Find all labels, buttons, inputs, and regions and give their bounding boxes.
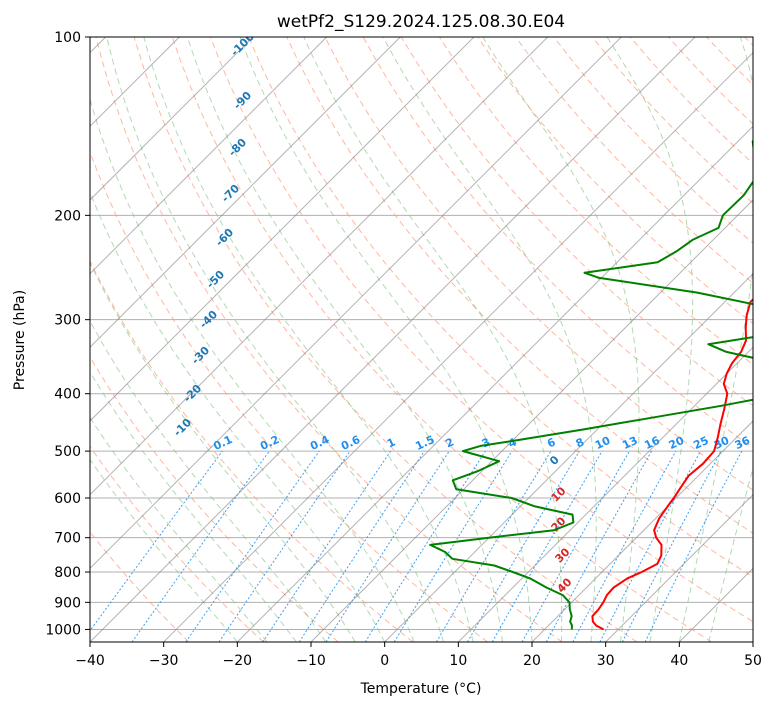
isotherm (310, 199, 753, 642)
x-tick-label: −40 (75, 653, 105, 669)
mixing-ratio-line (90, 450, 223, 632)
dry-adiabat (210, 37, 753, 623)
isotherm (236, 125, 753, 642)
y-axis: 100 200 300 400 500 600 700 800 900 1000 (45, 30, 90, 638)
isotherm (90, 37, 401, 349)
moist-adiabat (90, 370, 297, 642)
moist-adiabat (90, 416, 268, 642)
chart-title: wetPf2_S129.2024.125.08.30.E04 (277, 12, 565, 32)
isobar-grid (90, 37, 753, 630)
moist-adiabat (90, 320, 327, 642)
x-tick-label: −20 (223, 653, 253, 669)
y-tick-label: 300 (54, 313, 81, 329)
dry-adiabat (90, 356, 339, 642)
y-tick-label: 600 (54, 491, 81, 507)
mixing-ratio-label: 10 (593, 434, 613, 452)
y-tick-label: 700 (54, 531, 81, 547)
dry-adiabat (171, 37, 712, 642)
plot-background (90, 37, 753, 642)
x-tick-label: 0 (380, 653, 389, 669)
mixing-ratio-line (621, 450, 722, 642)
x-axis-label: Temperature (°C) (360, 681, 482, 697)
moist-adiabat (303, 37, 563, 642)
moist-adiabats (90, 37, 753, 642)
mixing-ratio-label: 20 (667, 434, 687, 452)
x-tick-label: 20 (523, 653, 541, 669)
moist-adiabat (239, 37, 533, 642)
mixing-ratio-label: 16 (642, 434, 662, 452)
y-tick-label: 200 (54, 208, 81, 224)
isotherm (605, 493, 753, 642)
mixing-ratio-label: 25 (691, 434, 710, 452)
isotherm (457, 346, 753, 642)
isotherm (90, 37, 549, 496)
moist-adiabat (382, 37, 597, 642)
dry-adiabat (286, 37, 753, 534)
isotherm (90, 37, 328, 275)
isotherm (90, 37, 696, 642)
mixing-ratio-line (185, 450, 320, 642)
mixing-ratio-line (545, 450, 653, 642)
y-axis-label: Pressure (hPa) (12, 290, 28, 390)
dewpoint-profile-line (429, 139, 753, 630)
y-tick-label: 1000 (45, 622, 81, 638)
dry-adiabat (515, 37, 753, 284)
x-tick-label: 50 (744, 653, 762, 669)
series-layer (429, 139, 753, 631)
dry-adiabat (324, 37, 753, 491)
isotherm (531, 420, 753, 642)
moist-adiabat (90, 190, 386, 642)
isotherm (90, 37, 475, 422)
mixing-ratio-line (521, 450, 630, 642)
moist-adiabat (106, 37, 445, 642)
isotherm (384, 272, 753, 642)
moist-adiabat (90, 261, 356, 642)
moist-adiabat (678, 37, 753, 642)
dry-adiabat (95, 37, 563, 642)
mixing-ratio-label: 36 (733, 434, 753, 452)
isotherm (163, 51, 753, 642)
mixing-ratio-line (298, 450, 425, 642)
isotherm (90, 37, 254, 201)
mixing-ratio-line (262, 450, 392, 642)
x-axis: −40 −30 −20 −10 0 10 20 30 40 50 (75, 642, 762, 669)
temperature-profile-line (591, 298, 753, 631)
mixing-ratio-line (325, 450, 450, 642)
x-tick-label: −30 (149, 653, 179, 669)
plot-area: -100-90-80-70-60-50-40-30-20-10010203040… (90, 37, 753, 642)
y-tick-label: 100 (54, 30, 81, 46)
moist-adiabat (708, 465, 753, 642)
moist-adiabat (143, 37, 474, 642)
y-tick-label: 900 (54, 595, 81, 611)
plot-frame (89, 36, 754, 643)
isotherm (752, 641, 753, 642)
mixing-ratio-line (644, 450, 743, 642)
dry-adiabats (90, 37, 753, 642)
mixing-ratio-line (218, 450, 351, 642)
moist-adiabat (606, 37, 694, 642)
y-tick-label: 500 (54, 444, 81, 460)
isotherms (90, 37, 753, 642)
y-tick-label: 400 (54, 387, 81, 403)
moist-adiabat (90, 458, 238, 642)
x-tick-label: 30 (597, 653, 615, 669)
dry-adiabat (248, 37, 753, 578)
moist-adiabat (187, 37, 503, 642)
dry-adiabat (133, 37, 638, 642)
isotherm (90, 37, 622, 570)
x-tick-label: 40 (670, 653, 688, 669)
dry-adiabat (90, 445, 264, 642)
y-tick-label: 800 (54, 565, 81, 581)
dry-adiabat (90, 259, 414, 642)
mixing-ratio-label: 13 (620, 434, 639, 452)
x-tick-label: −10 (296, 653, 326, 669)
mixing-ratio-line (572, 450, 677, 642)
x-tick-label: 10 (449, 653, 467, 669)
